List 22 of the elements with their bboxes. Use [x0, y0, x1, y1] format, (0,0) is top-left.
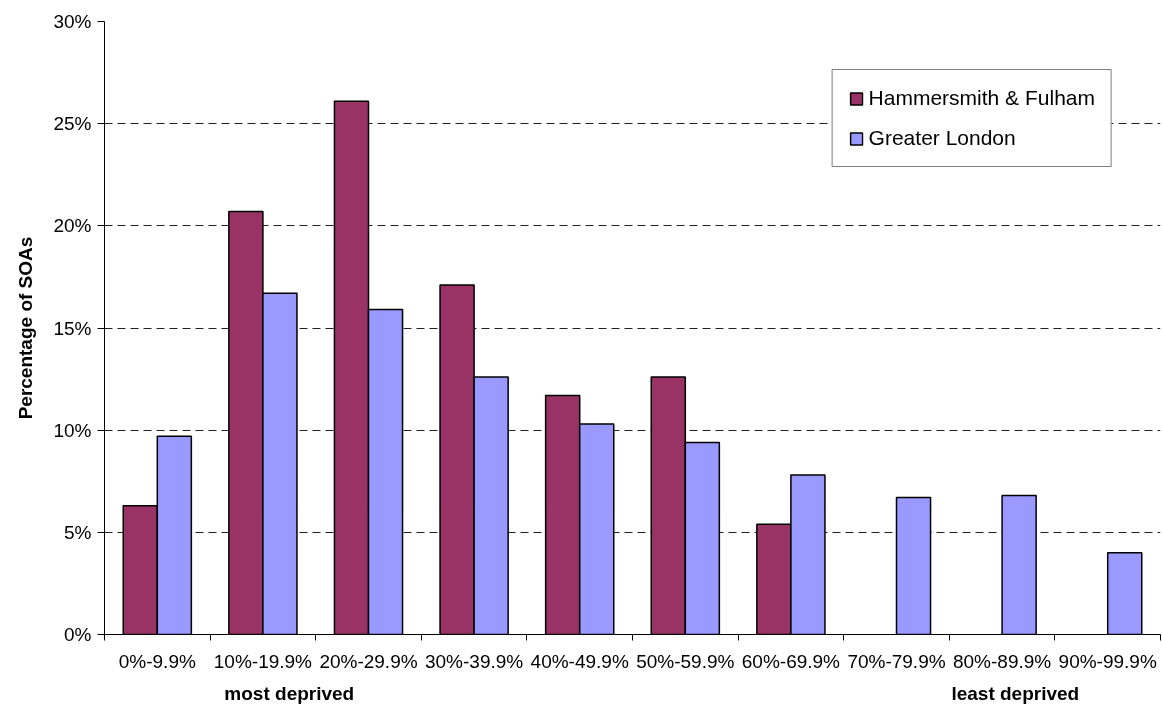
- x-tick-label: 10%-19.9%: [213, 650, 313, 672]
- x-tick-label: 30%-39.9%: [424, 650, 524, 672]
- x-tick-label: 20%-29.9%: [319, 650, 418, 672]
- legend-label: Greater London: [868, 126, 1016, 150]
- x-tick-label: 70%-79.9%: [847, 650, 946, 672]
- x-tick-label: 0%-9.9%: [118, 650, 196, 672]
- text: least deprived: [951, 682, 1080, 704]
- y-tick-label: 5%: [64, 521, 92, 543]
- x-tick-label: 40%-49.9%: [530, 650, 629, 672]
- y-tick-label: 25%: [53, 113, 92, 135]
- y-axis-title: Percentage of SOAs: [15, 236, 37, 420]
- legend-label: Hammersmith & Fulham: [868, 86, 1095, 110]
- x-tick-label: 50%-59.9%: [636, 650, 735, 672]
- x-tick-label: 90%-99.9%: [1058, 650, 1157, 672]
- y-tick-label: 15%: [53, 317, 92, 339]
- y-tick-label: 20%: [53, 215, 92, 237]
- text: most deprived: [224, 682, 355, 704]
- x-tick-label: 60%-69.9%: [741, 650, 841, 672]
- y-tick-label: 10%: [53, 419, 92, 441]
- x-tick-label: 80%-89.9%: [952, 650, 1052, 672]
- y-tick-label: 30%: [53, 11, 92, 32]
- y-tick-label: 0%: [64, 624, 92, 645]
